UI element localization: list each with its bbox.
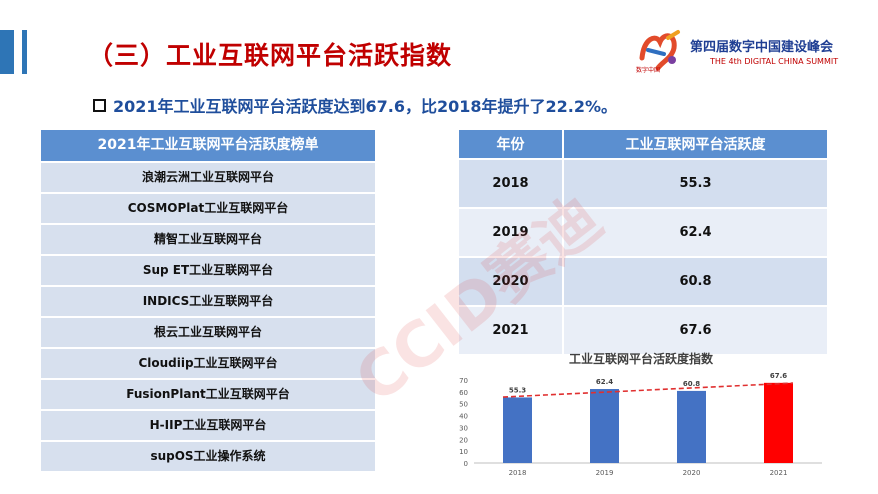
activity-chart: 工业互联网平台活跃度指数 0 10 20 30 40 50 60 70 55.3 2018 62.4 2… [452,346,830,486]
headline: 2021年工业互联网平台活跃度达到67.6，比2018年提升了22.2%。 [93,93,617,117]
ranking-item: 浪潮云洲工业互联网平台 [41,163,375,192]
ranking-item: INDICS工业互联网平台 [41,287,375,316]
cell-value: 55.3 [563,158,827,208]
y-tick-label: 20 [459,436,468,444]
trend-line [502,382,794,398]
activity-table: 年份 工业互联网平台活跃度 2018 55.3 2019 62.4 2020 6… [459,130,827,354]
accent-bar-thin [22,30,27,74]
ranking-item: FusionPlant工业互联网平台 [41,380,375,409]
x-tick-label: 2021 [770,469,788,477]
data-label: 67.6 [770,372,787,380]
ranking-item: Cloudiip工业互联网平台 [41,349,375,378]
y-tick-label: 0 [464,460,468,468]
summit-subtitle: THE 4th DIGITAL CHINA SUMMIT [710,57,839,66]
x-tick-label: 2020 [683,469,701,477]
table-row: 2019 62.4 [459,207,827,257]
ranking-item: COSMOPlat工业互联网平台 [41,194,375,223]
y-tick-label: 30 [459,424,468,432]
ranking-item: 精智工业互联网平台 [41,225,375,254]
bar [677,390,706,463]
bar [590,389,619,463]
x-tick-label: 2019 [596,469,614,477]
y-tick-label: 40 [459,413,468,421]
headline-text: 2021年工业互联网平台活跃度达到67.6，比2018年提升了22.2%。 [113,97,618,116]
data-label: 55.3 [509,386,526,394]
y-tick-label: 60 [459,389,468,397]
ranking-item: H-IIP工业互联网平台 [41,411,375,440]
column-header-activity: 工业互联网平台活跃度 [563,130,827,159]
ranking-item: supOS工业操作系统 [41,442,375,471]
bar [764,382,793,463]
logo-mark-text: 数字中国 [636,66,660,74]
summit-logo-mark-icon: 数字中国 [636,30,680,74]
y-tick-label: 70 [459,377,468,385]
data-label: 60.8 [683,380,700,388]
cell-year: 2019 [459,207,564,257]
ranking-list: 2021年工业互联网平台活跃度榜单 浪潮云洲工业互联网平台 COSMOPlat工… [41,130,375,471]
ranking-header: 2021年工业互联网平台活跃度榜单 [41,130,375,161]
cell-value: 67.6 [563,305,827,354]
data-label: 62.4 [596,378,613,386]
table-header-row: 年份 工业互联网平台活跃度 [459,130,827,159]
chart-title: 工业互联网平台活跃度指数 [569,351,714,366]
y-tick-label: 10 [459,448,468,456]
accent-bar [0,30,14,74]
ranking-item: Sup ET工业互联网平台 [41,256,375,285]
table-row: 2021 67.6 [459,305,827,354]
bar [503,397,532,463]
table-row: 2020 60.8 [459,256,827,306]
summit-name: 第四届数字中国建设峰会 [690,40,834,55]
page-title: （三）工业互联网平台活跃指数 [88,41,453,70]
cell-year: 2020 [459,256,564,306]
bullet-box-icon [93,99,106,112]
x-tick-label: 2018 [509,469,527,477]
cell-value: 60.8 [563,256,827,306]
column-header-year: 年份 [459,130,564,159]
table-row: 2018 55.3 [459,158,827,208]
ranking-item: 根云工业互联网平台 [41,318,375,347]
activity-chart-svg: 工业互联网平台活跃度指数 0 10 20 30 40 50 60 70 55.3 2018 62.4 2… [459,351,822,477]
summit-logo: 数字中国 第四届数字中国建设峰会 THE 4th DIGITAL CHINA S… [634,28,874,78]
cell-value: 62.4 [563,207,827,257]
cell-year: 2018 [459,158,564,208]
cell-year: 2021 [459,305,564,354]
y-tick-label: 50 [459,401,468,409]
